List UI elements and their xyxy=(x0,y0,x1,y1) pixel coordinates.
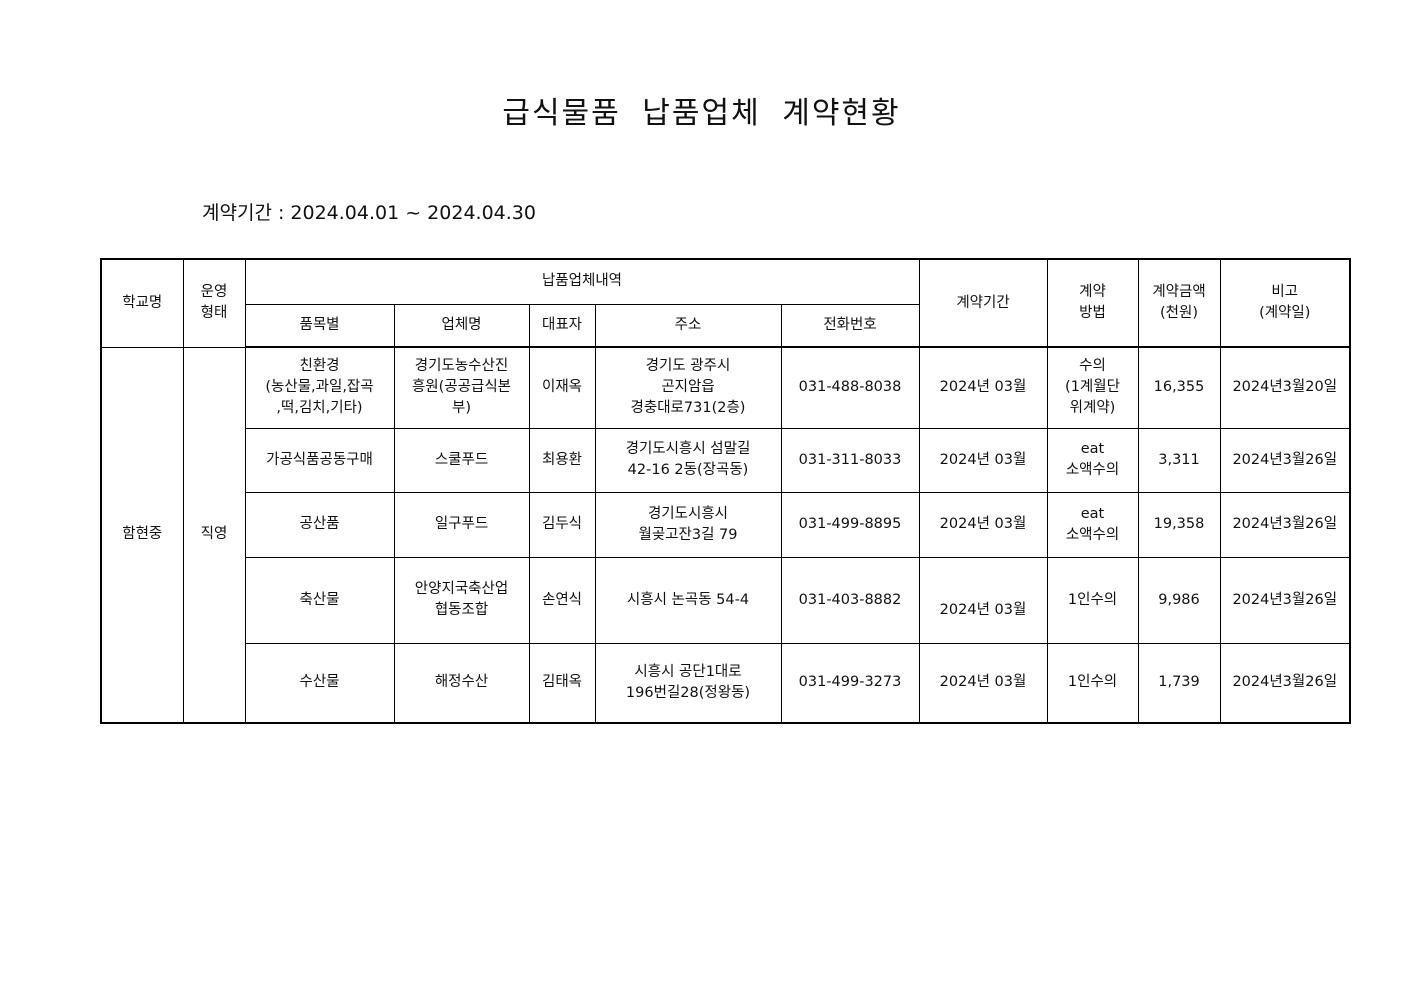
rep: 손연식 xyxy=(528,556,596,644)
phone: 031-499-3273 xyxy=(780,642,920,724)
rep: 최용환 xyxy=(528,427,596,493)
operation-type: 직영 xyxy=(182,346,246,724)
school-name: 함현중 xyxy=(100,346,184,724)
note: 2024년3월26일 xyxy=(1219,642,1351,724)
address: 시흥시 공단1대로 196번길28(정왕동) xyxy=(594,642,782,724)
table-row: 공산품 일구푸드 김두식 경기도시흥시 월곶고잔3길 79 031-499-88… xyxy=(101,491,1351,558)
company: 스쿨푸드 xyxy=(393,427,530,493)
amount: 19,358 xyxy=(1137,491,1221,558)
phone: 031-488-8038 xyxy=(780,346,920,429)
note: 2024년3월26일 xyxy=(1219,427,1351,493)
header-address: 주소 xyxy=(594,303,782,348)
rep: 이재옥 xyxy=(528,346,596,429)
note: 2024년3월26일 xyxy=(1219,491,1351,558)
rep: 김두식 xyxy=(528,491,596,558)
address: 경기도 광주시 곤지암읍 경충대로731(2층) xyxy=(594,346,782,429)
header-note: 비고 (계약일) xyxy=(1219,258,1351,348)
header-item: 품목별 xyxy=(244,303,395,348)
phone: 031-499-8895 xyxy=(780,491,920,558)
phone: 031-311-8033 xyxy=(780,427,920,493)
table-row: 수산물 해정수산 김태옥 시흥시 공단1대로 196번길28(정왕동) 031-… xyxy=(101,642,1351,724)
amount: 16,355 xyxy=(1137,346,1221,429)
period: 2024년 03월 xyxy=(918,491,1048,558)
period: 2024년 03월 xyxy=(918,346,1048,429)
header-supplier-group: 납품업체내역 xyxy=(244,258,920,305)
period: 2024년 03월 xyxy=(918,427,1048,493)
company: 경기도농수산진 흥원(공공급식본 부) xyxy=(393,346,530,429)
document-title: 급식물품 납품업체 계약현황 xyxy=(502,96,901,131)
rep: 김태옥 xyxy=(528,642,596,724)
method: 수의 (1계월단 위계약) xyxy=(1046,346,1139,429)
company: 해정수산 xyxy=(393,642,530,724)
phone: 031-403-8882 xyxy=(780,556,920,644)
note: 2024년3월26일 xyxy=(1219,556,1351,644)
address: 경기도시흥시 월곶고잔3길 79 xyxy=(594,491,782,558)
table-row: 함현중 직영 친환경 (농산물,과일,잡곡 ,떡,김치,기타) 경기도농수산진 … xyxy=(100,346,1351,724)
table-row: 축산물 안양지국축산업 협동조합 손연식 시흥시 논곡동 54-4 031-40… xyxy=(101,556,1351,644)
period: 2024년 03월 xyxy=(918,556,1048,644)
amount: 9,986 xyxy=(1137,556,1221,644)
amount: 1,739 xyxy=(1137,642,1221,724)
item: 공산품 xyxy=(244,491,395,558)
header-rep: 대표자 xyxy=(528,303,596,348)
item: 가공식품공동구매 xyxy=(244,427,395,493)
item: 축산물 xyxy=(244,556,395,644)
table-row: 가공식품공동구매 스쿨푸드 최용환 경기도시흥시 섬말길 42-16 2동(장곡… xyxy=(101,427,1351,493)
header-phone: 전화번호 xyxy=(780,303,920,348)
header-school: 학교명 xyxy=(100,258,184,348)
note: 2024년3월20일 xyxy=(1219,346,1351,429)
header-contract-period: 계약기간 xyxy=(918,258,1048,348)
method: eat 소액수의 xyxy=(1046,491,1139,558)
period: 2024년 03월 xyxy=(918,642,1048,724)
header-company: 업체명 xyxy=(393,303,530,348)
header-operation: 운영 형태 xyxy=(182,258,246,348)
item: 수산물 xyxy=(244,642,395,724)
company: 일구푸드 xyxy=(393,491,530,558)
header-method: 계약 방법 xyxy=(1046,258,1139,348)
item: 친환경 (농산물,과일,잡곡 ,떡,김치,기타) xyxy=(244,346,395,429)
method: 1인수의 xyxy=(1046,556,1139,644)
contract-period-label: 계약기간 : 2024.04.01 ~ 2024.04.30 xyxy=(202,202,536,224)
amount: 3,311 xyxy=(1137,427,1221,493)
supplier-contract-table: 학교명 운영 형태 납품업체내역 계약기간 계약 방법 계약금액 (천원) 비고… xyxy=(100,258,1351,724)
address: 시흥시 논곡동 54-4 xyxy=(594,556,782,644)
company: 안양지국축산업 협동조합 xyxy=(393,556,530,644)
header-amount: 계약금액 (천원) xyxy=(1137,258,1221,348)
method: 1인수의 xyxy=(1046,642,1139,724)
address: 경기도시흥시 섬말길 42-16 2동(장곡동) xyxy=(594,427,782,493)
method: eat 소액수의 xyxy=(1046,427,1139,493)
